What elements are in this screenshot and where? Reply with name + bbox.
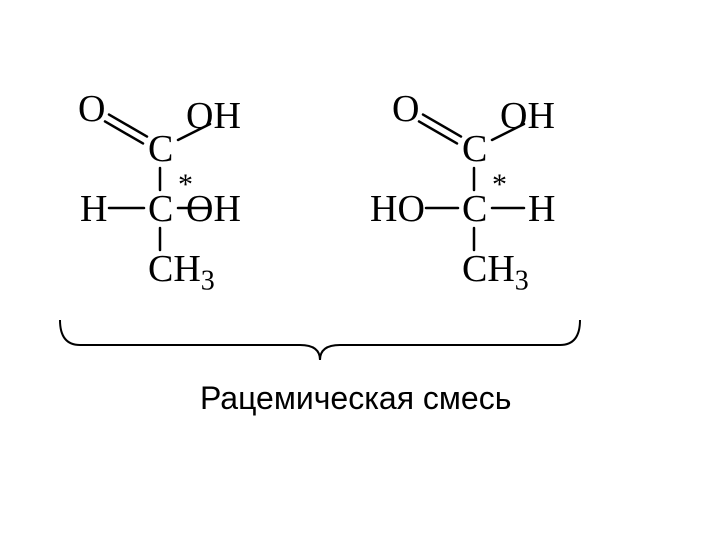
- left-c1: C: [148, 130, 173, 168]
- right-h: H: [528, 190, 555, 228]
- right-ho-mid: HO: [370, 190, 425, 228]
- right-chiral-star: *: [492, 170, 507, 200]
- bonds-svg: [0, 0, 720, 540]
- left-o-double: O: [78, 90, 105, 128]
- caption-text: Рацемическая смесь: [200, 380, 511, 417]
- left-c2: C: [148, 190, 173, 228]
- right-o-double: O: [392, 90, 419, 128]
- left-chiral-star: *: [178, 170, 193, 200]
- right-c1: C: [462, 130, 487, 168]
- left-ch3: CH3: [148, 250, 215, 288]
- right-oh-top: OH: [500, 97, 555, 135]
- left-oh-mid: OH: [186, 190, 241, 228]
- left-oh-top: OH: [186, 97, 241, 135]
- right-c2: C: [462, 190, 487, 228]
- diagram-canvas: O OH C H C OH CH3 * O OH C HO C H CH3 * …: [0, 0, 720, 540]
- right-ch3: CH3: [462, 250, 529, 288]
- left-h: H: [80, 190, 107, 228]
